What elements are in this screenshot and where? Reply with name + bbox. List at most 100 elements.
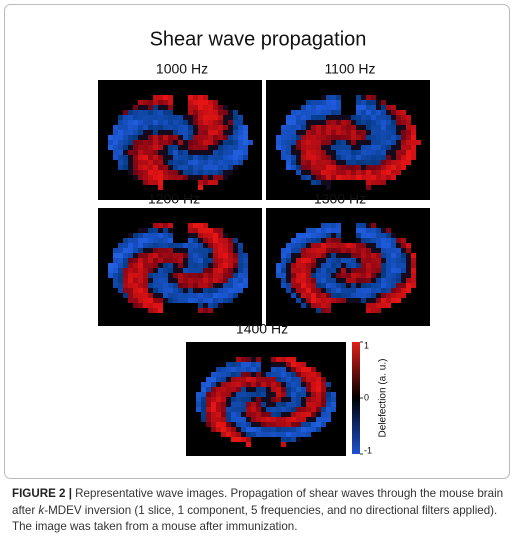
image-pixel [346, 248, 351, 253]
image-pixel [128, 150, 133, 155]
image-pixel [221, 382, 226, 387]
image-pixel [291, 243, 296, 248]
image-pixel [261, 387, 266, 392]
image-pixel [401, 238, 406, 243]
image-pixel [221, 377, 226, 382]
image-pixel [266, 427, 271, 432]
image-pixel [113, 273, 118, 278]
image-pixel [321, 382, 326, 387]
image-pixel [366, 278, 371, 283]
image-pixel [256, 432, 261, 437]
image-pixel [366, 293, 371, 298]
image-pixel [401, 273, 406, 278]
image-pixel [118, 120, 123, 125]
image-pixel [311, 278, 316, 283]
image-pixel [316, 180, 321, 185]
image-pixel [223, 248, 228, 253]
image-pixel [168, 175, 173, 180]
image-pixel [211, 392, 216, 397]
image-pixel [143, 303, 148, 308]
image-pixel [158, 253, 163, 258]
image-pixel [361, 95, 366, 100]
image-pixel [256, 397, 261, 402]
image-pixel [158, 298, 163, 303]
image-pixel [193, 140, 198, 145]
image-pixel [163, 170, 168, 175]
image-pixel [296, 293, 301, 298]
image-pixel [128, 115, 133, 120]
image-pixel [306, 303, 311, 308]
image-pixel [153, 145, 158, 150]
image-pixel [218, 298, 223, 303]
image-pixel [306, 105, 311, 110]
image-pixel [376, 155, 381, 160]
image-pixel [356, 268, 361, 273]
image-pixel [128, 298, 133, 303]
image-pixel [143, 263, 148, 268]
image-pixel [326, 402, 331, 407]
image-pixel [206, 382, 211, 387]
image-pixel [213, 110, 218, 115]
image-pixel [356, 228, 361, 233]
image-pixel [133, 233, 138, 238]
image-pixel [296, 140, 301, 145]
image-pixel [326, 115, 331, 120]
image-pixel [198, 293, 203, 298]
image-pixel [296, 288, 301, 293]
image-pixel [316, 372, 321, 377]
image-pixel [228, 150, 233, 155]
image-pixel [208, 175, 213, 180]
image-pixel [148, 268, 153, 273]
image-pixel [386, 130, 391, 135]
image-pixel [168, 278, 173, 283]
image-pixel [128, 125, 133, 130]
image-pixel [118, 130, 123, 135]
image-pixel [138, 175, 143, 180]
image-pixel [411, 125, 416, 130]
image-pixel [401, 253, 406, 258]
image-pixel [341, 135, 346, 140]
image-pixel [118, 278, 123, 283]
image-pixel [311, 288, 316, 293]
image-pixel [271, 367, 276, 372]
image-pixel [296, 367, 301, 372]
image-pixel [346, 243, 351, 248]
image-pixel [351, 155, 356, 160]
image-pixel [188, 233, 193, 238]
image-pixel [381, 303, 386, 308]
image-pixel [286, 392, 291, 397]
image-pixel [183, 150, 188, 155]
image-pixel [281, 150, 286, 155]
image-pixel [281, 377, 286, 382]
image-pixel [143, 155, 148, 160]
image-pixel [221, 367, 226, 372]
image-pixel [316, 288, 321, 293]
image-pixel [238, 160, 243, 165]
image-pixel [261, 382, 266, 387]
image-pixel [168, 170, 173, 175]
image-pixel [203, 258, 208, 263]
image-pixel [133, 258, 138, 263]
image-pixel [401, 120, 406, 125]
image-pixel [158, 160, 163, 165]
image-pixel [281, 283, 286, 288]
image-pixel [281, 392, 286, 397]
image-pixel [216, 382, 221, 387]
image-pixel [286, 263, 291, 268]
image-pixel [128, 130, 133, 135]
image-pixel [296, 145, 301, 150]
image-pixel [341, 140, 346, 145]
image-pixel [241, 367, 246, 372]
image-pixel [178, 253, 183, 258]
image-pixel [148, 100, 153, 105]
image-pixel [281, 135, 286, 140]
image-pixel [128, 165, 133, 170]
image-pixel [261, 377, 266, 382]
image-pixel [396, 125, 401, 130]
image-pixel [316, 268, 321, 273]
image-pixel [213, 238, 218, 243]
image-pixel [371, 170, 376, 175]
image-pixel [386, 248, 391, 253]
image-pixel [261, 392, 266, 397]
image-pixel [178, 125, 183, 130]
